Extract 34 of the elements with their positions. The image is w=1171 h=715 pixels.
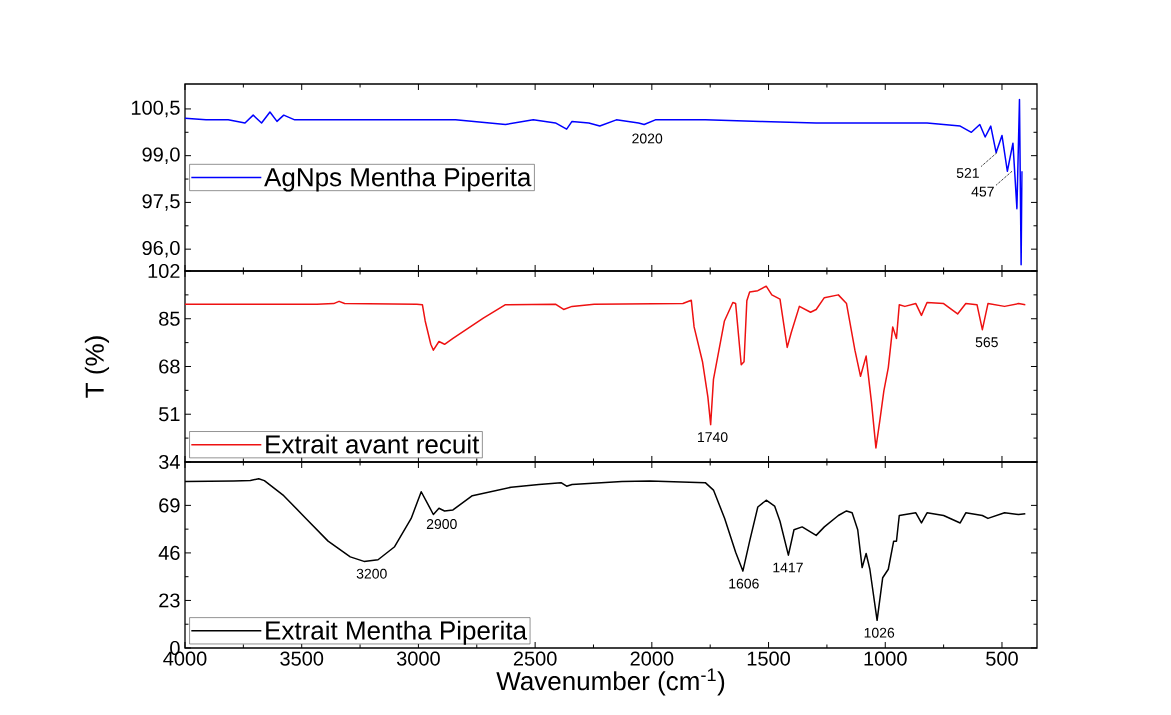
x-tick-label: 3000 bbox=[396, 651, 440, 666]
annotation: 457 bbox=[971, 186, 994, 197]
x-tick-label: 500 bbox=[986, 651, 1018, 666]
annotation: 2020 bbox=[632, 133, 663, 144]
y-tick-label: 85 bbox=[159, 311, 180, 326]
x-tick-label: 2000 bbox=[630, 651, 674, 666]
y-axis-title: T (%) bbox=[84, 336, 110, 398]
annotation: 565 bbox=[975, 337, 998, 348]
annotation: 1026 bbox=[864, 627, 895, 638]
annotation: 1740 bbox=[698, 432, 728, 443]
x-axis-title: Wavenumber (cm$^{-1}$) bbox=[496, 668, 725, 696]
x-tick-label: 2500 bbox=[513, 651, 557, 666]
y-tick-label: 51 bbox=[159, 407, 180, 422]
y-tick-label: 99,0 bbox=[142, 147, 180, 164]
legend-label: Extrait Mentha Piperita bbox=[266, 620, 528, 645]
y-tick-label: 68 bbox=[159, 359, 180, 374]
y-tick-label: 96,0 bbox=[142, 240, 180, 258]
y-tick-label: 69 bbox=[159, 498, 180, 513]
y-tick-label: 34 bbox=[158, 454, 180, 470]
annotation: 521 bbox=[956, 168, 979, 178]
annotation: 1417 bbox=[773, 562, 803, 573]
y-tick-label: 46 bbox=[158, 545, 180, 560]
x-tick-label: 1500 bbox=[747, 651, 790, 666]
y-tick-label: 102 bbox=[148, 263, 180, 279]
legend-label: AgNps Mentha Piperita bbox=[264, 167, 532, 192]
annotation: 2900 bbox=[426, 519, 457, 530]
legend-label: Extrait avant recuit bbox=[266, 434, 480, 454]
x-tick-label: 3500 bbox=[280, 651, 324, 666]
annotation: 1606 bbox=[729, 578, 759, 589]
y-tick-label: 97,5 bbox=[142, 194, 180, 211]
y-tick-label: 23 bbox=[159, 593, 180, 608]
x-tick-label: 1000 bbox=[864, 651, 907, 666]
annotation: 3200 bbox=[356, 568, 387, 579]
y-tick-label: 100,5 bbox=[131, 100, 180, 118]
